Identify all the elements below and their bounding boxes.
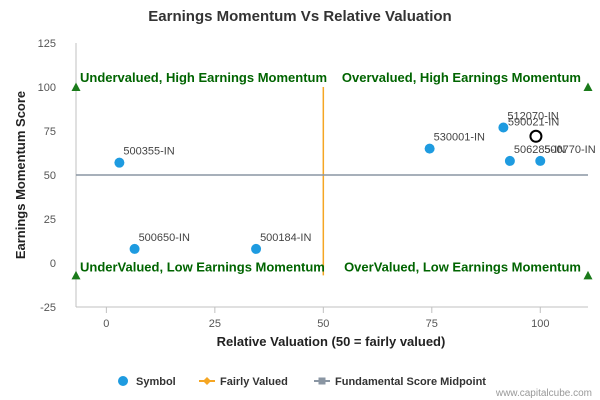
data-point-label: 512070-IN	[507, 110, 558, 122]
corner-marker	[583, 270, 593, 280]
corner-marker	[583, 82, 593, 91]
legend-label: Fairly Valued	[220, 376, 288, 388]
x-tick-label: 25	[209, 318, 221, 330]
data-point-label: 506285-IN	[514, 144, 565, 156]
data-point	[251, 243, 262, 254]
y-tick-label: 0	[50, 258, 56, 270]
legend-label: Fundamental Score Midpoint	[335, 376, 486, 388]
data-point-label: 530001-IN	[434, 132, 485, 144]
y-tick-label: 100	[38, 82, 56, 94]
data-point	[498, 122, 509, 133]
chart-title: Earnings Momentum Vs Relative Valuation	[148, 8, 451, 25]
corner-marker	[71, 82, 81, 91]
credit-text: www.capitalcube.com	[495, 388, 592, 399]
y-tick-label: -25	[40, 302, 56, 314]
data-point	[424, 143, 435, 154]
data-point-label: 500770-IN	[544, 144, 595, 156]
plot-area: 125 100 75 50 25 0 -25 0 25 50 75 100 Undervalued, H…	[38, 38, 596, 330]
x-tick-label: 0	[103, 318, 109, 330]
y-tick-label: 25	[44, 214, 56, 226]
quadrant-label-top-left: Undervalued, High Earnings Momentum	[80, 70, 327, 85]
quadrant-label-bottom-right: OverValued, Low Earnings Momentum	[344, 259, 581, 274]
y-axis-title: Earnings Momentum Score	[13, 91, 28, 259]
quadrant-label-bottom-left: UnderValued, Low Earnings Momentum	[80, 259, 325, 274]
data-point	[129, 243, 140, 254]
x-tick-label: 50	[317, 318, 329, 330]
data-point-label: 500355-IN	[123, 146, 174, 158]
data-point-label: 500650-IN	[139, 232, 190, 244]
data-point	[535, 155, 546, 166]
highlight-point-label: 590021-IN	[508, 116, 559, 128]
data-point	[114, 157, 125, 168]
y-tick-label: 125	[38, 38, 56, 50]
legend: Symbol Fairly Valued Fundamental Score Mid…	[118, 376, 486, 388]
x-axis-title: Relative Valuation (50 = fairly valued)	[217, 334, 446, 349]
legend-midpoint-marker	[318, 377, 326, 385]
data-point	[504, 155, 515, 166]
x-tick-label: 100	[531, 318, 549, 330]
y-tick-label: 75	[44, 126, 56, 138]
legend-label: Symbol	[136, 376, 176, 388]
highlight-point	[529, 129, 543, 143]
legend-symbol-marker	[118, 376, 128, 386]
quadrant-label-top-right: Overvalued, High Earnings Momentum	[342, 70, 581, 85]
x-tick-label: 75	[426, 318, 438, 330]
y-tick-label: 50	[44, 170, 56, 182]
corner-marker	[71, 270, 81, 280]
legend-fairly-valued-marker	[203, 377, 211, 385]
data-point-label: 500184-IN	[260, 232, 311, 244]
